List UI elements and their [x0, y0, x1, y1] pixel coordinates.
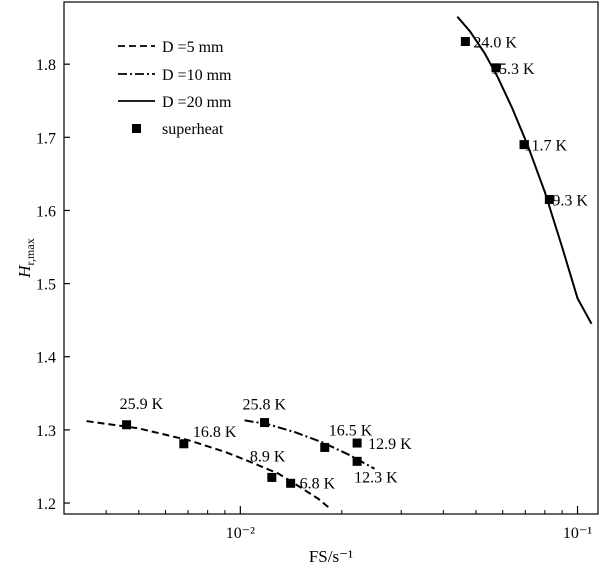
y-tick-label: 1.6 — [36, 203, 56, 220]
superheat-point — [544, 194, 554, 204]
legend-marker-superheat — [132, 124, 141, 133]
y-tick-label: 1.4 — [36, 350, 56, 367]
superheat-point — [352, 438, 362, 448]
legend: D =5 mm D =10 mm D =20 mm superheat — [118, 39, 232, 138]
plot-frame — [63, 1, 599, 515]
y-tick-label: 1.7 — [36, 130, 56, 147]
superheat-point — [260, 418, 270, 428]
point-label: 16.8 K — [193, 424, 237, 441]
point-label: 6.8 K — [300, 475, 336, 492]
point-label: 25.8 K — [243, 397, 287, 414]
series-curve-dashed — [86, 420, 332, 510]
point-label: 11.7 K — [524, 138, 567, 155]
point-label: 12.9 K — [368, 436, 412, 453]
x-tick-label: 10⁻¹ — [563, 525, 592, 542]
point-label: 16.5 K — [329, 422, 373, 439]
superheat-point — [179, 439, 189, 449]
point-label: 25.9 K — [120, 396, 164, 413]
x-tick-label: 10⁻² — [226, 525, 255, 542]
legend-label-superheat: superheat — [162, 121, 224, 138]
superheat-point — [122, 420, 132, 430]
superheat-point — [460, 36, 470, 46]
y-tick-label: 1.3 — [36, 423, 56, 440]
point-label: 15.3 K — [491, 61, 535, 78]
y-tick-label: 1.8 — [36, 57, 56, 74]
legend-label-d20: D =20 mm — [162, 94, 232, 111]
point-label: 24.0 K — [473, 34, 517, 51]
y-tick-label: 1.2 — [36, 496, 56, 513]
point-label: 9.3 K — [552, 192, 588, 209]
superheat-point — [267, 472, 277, 482]
superheat-point — [491, 63, 501, 73]
superheat-point — [320, 442, 330, 452]
y-tick-label: 1.5 — [36, 277, 56, 294]
y-axis-label: Hr,max — [15, 238, 37, 278]
point-label: 8.9 K — [250, 448, 286, 465]
series-curve-solid — [456, 15, 593, 325]
legend-label-d5: D =5 mm — [162, 39, 224, 56]
superheat-point — [519, 140, 529, 150]
point-label: 12.3 K — [354, 469, 398, 486]
superheat-point — [286, 478, 296, 488]
axis-ticks: 1.2 1.3 1.4 1.5 1.6 1.7 1.8 10⁻² 10⁻¹ — [36, 57, 592, 542]
legend-label-d10: D =10 mm — [162, 67, 232, 84]
x-axis-label: FS/s⁻¹ — [309, 547, 353, 566]
points-layer: 25.9 K 16.8 K 8.9 K 6.8 K 25.8 K 16.5 K12.9 K… — [120, 34, 589, 492]
superheat-point — [352, 456, 362, 466]
